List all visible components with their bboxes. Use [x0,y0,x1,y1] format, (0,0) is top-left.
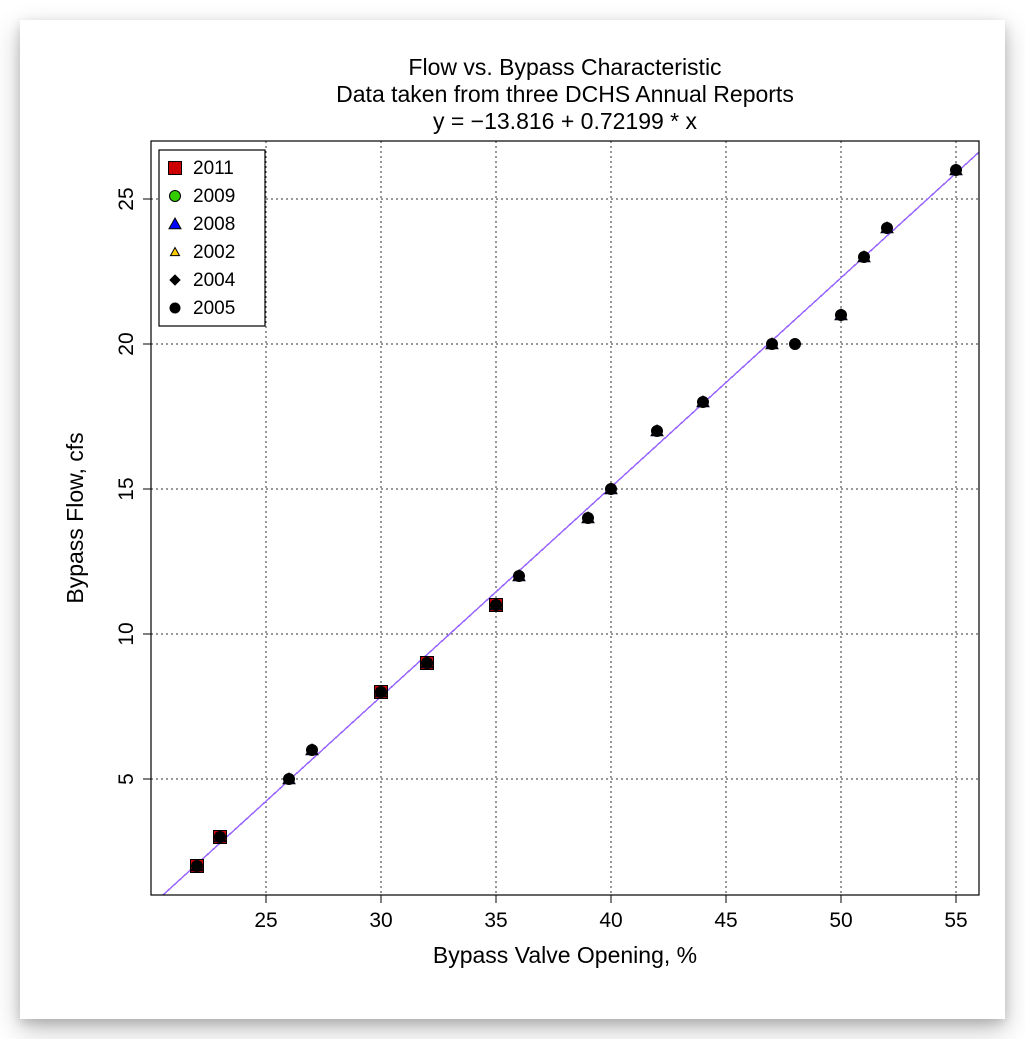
legend-label: 2008 [193,214,235,235]
point-2005 [836,310,846,320]
point-2005 [698,397,708,407]
point-2005 [859,252,869,262]
point-2005 [376,687,386,697]
point-2005 [422,658,432,668]
xtick-label: 55 [944,909,967,932]
xtick-label: 50 [829,909,852,932]
fit-line [151,152,979,906]
plot-border [151,141,979,895]
xtick-label: 40 [599,909,622,932]
legend-label: 2002 [193,242,235,263]
ytick-label: 15 [115,477,138,500]
legend-label: 2005 [193,298,235,319]
chart-container: Flow vs. Bypass CharacteristicData taken… [20,20,1005,1019]
xtick-label: 25 [254,909,277,932]
legend-label: 2009 [193,186,235,207]
chart-svg: Flow vs. Bypass CharacteristicData taken… [20,20,1005,1019]
point-2005 [192,861,202,871]
legend-label: 2004 [193,270,236,291]
point-2005 [491,600,501,610]
chart-title-line-0: Flow vs. Bypass Characteristic [408,54,721,80]
y-axis-label: Bypass Flow, cfs [62,432,88,603]
point-2005 [767,339,777,349]
legend-label: 2011 [193,158,234,179]
xtick-label: 30 [369,909,392,932]
point-2005 [514,571,524,581]
point-2005 [284,774,294,784]
ytick-label: 25 [115,187,138,210]
point-2005 [215,832,225,842]
point-2005 [951,165,961,175]
ytick-label: 20 [115,332,138,355]
point-2005 [583,513,593,523]
x-axis-label: Bypass Valve Opening, % [433,942,697,968]
point-2005 [882,223,892,233]
chart-title-line-1: Data taken from three DCHS Annual Report… [336,81,794,107]
xtick-label: 35 [484,909,507,932]
point-2005 [790,339,800,349]
ytick-label: 5 [115,773,138,785]
chart-title-line-2: y = −13.816 + 0.72199 * x [433,108,698,134]
xtick-label: 45 [714,909,737,932]
point-2005 [307,745,317,755]
point-2005 [652,426,662,436]
point-2005 [606,484,616,494]
ytick-label: 10 [115,622,138,645]
